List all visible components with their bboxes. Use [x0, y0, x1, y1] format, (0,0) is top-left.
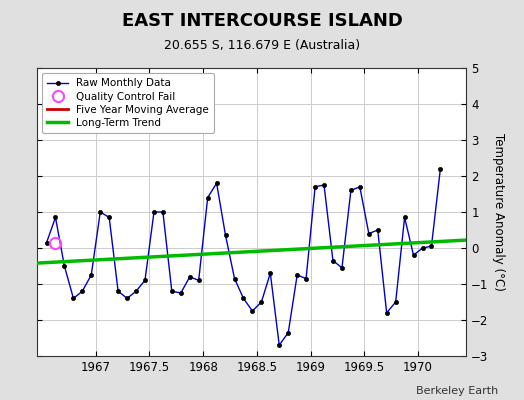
Raw Monthly Data	[348, 188, 354, 193]
Line: Raw Monthly Data: Raw Monthly Data	[45, 167, 442, 347]
Raw Monthly Data	[187, 274, 193, 279]
Raw Monthly Data	[160, 210, 166, 214]
Raw Monthly Data	[330, 258, 336, 263]
Raw Monthly Data	[285, 330, 291, 335]
Raw Monthly Data	[312, 184, 318, 189]
Raw Monthly Data	[97, 210, 103, 214]
Raw Monthly Data	[43, 240, 50, 245]
Raw Monthly Data	[303, 276, 309, 281]
Raw Monthly Data	[267, 271, 274, 276]
Raw Monthly Data	[142, 278, 148, 283]
Raw Monthly Data	[52, 215, 59, 220]
Y-axis label: Temperature Anomaly (°C): Temperature Anomaly (°C)	[492, 133, 505, 291]
Raw Monthly Data	[178, 290, 184, 295]
Raw Monthly Data	[276, 343, 282, 348]
Raw Monthly Data	[357, 184, 363, 189]
Raw Monthly Data	[410, 253, 417, 258]
Raw Monthly Data	[79, 289, 85, 294]
Raw Monthly Data	[169, 289, 175, 294]
Raw Monthly Data	[339, 266, 345, 270]
Raw Monthly Data	[124, 296, 130, 301]
Raw Monthly Data	[392, 300, 399, 304]
Raw Monthly Data	[419, 246, 425, 250]
Raw Monthly Data	[366, 231, 372, 236]
Raw Monthly Data	[213, 181, 220, 186]
Raw Monthly Data	[151, 210, 157, 214]
Raw Monthly Data	[133, 289, 139, 294]
Raw Monthly Data	[401, 215, 408, 220]
Raw Monthly Data	[222, 233, 228, 238]
Raw Monthly Data	[88, 273, 94, 278]
Raw Monthly Data	[106, 215, 112, 220]
Raw Monthly Data	[115, 289, 121, 294]
Raw Monthly Data	[61, 264, 68, 268]
Raw Monthly Data	[437, 166, 443, 171]
Raw Monthly Data	[249, 309, 256, 314]
Raw Monthly Data	[294, 273, 300, 278]
Text: EAST INTERCOURSE ISLAND: EAST INTERCOURSE ISLAND	[122, 12, 402, 30]
Raw Monthly Data	[258, 300, 265, 304]
Raw Monthly Data	[232, 276, 238, 281]
Raw Monthly Data	[204, 195, 211, 200]
Raw Monthly Data	[195, 278, 202, 283]
Raw Monthly Data	[321, 182, 327, 187]
Text: 20.655 S, 116.679 E (Australia): 20.655 S, 116.679 E (Australia)	[164, 40, 360, 52]
Raw Monthly Data	[428, 244, 434, 248]
Legend: Raw Monthly Data, Quality Control Fail, Five Year Moving Average, Long-Term Tren: Raw Monthly Data, Quality Control Fail, …	[42, 73, 214, 133]
Raw Monthly Data	[241, 296, 247, 301]
Raw Monthly Data	[384, 310, 390, 315]
Raw Monthly Data	[375, 228, 381, 232]
Text: Berkeley Earth: Berkeley Earth	[416, 386, 498, 396]
Raw Monthly Data	[70, 296, 77, 301]
